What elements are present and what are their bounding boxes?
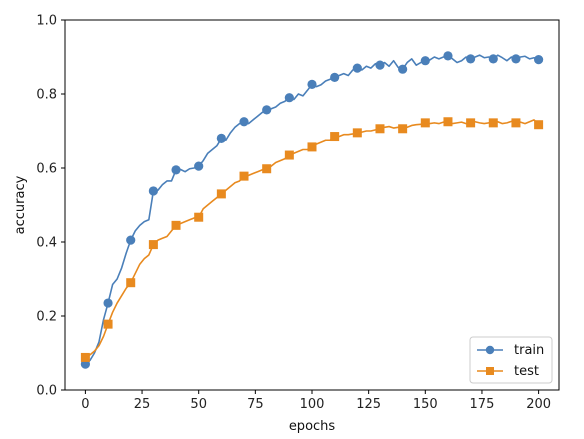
legend: train test xyxy=(469,336,553,384)
test-data-point xyxy=(103,319,113,329)
test-data-point xyxy=(262,164,272,174)
test-data-point xyxy=(352,128,362,138)
test-data-point xyxy=(420,118,430,128)
train-data-point xyxy=(194,161,204,171)
train-data-point xyxy=(216,133,226,143)
train-data-point xyxy=(511,54,521,64)
test-data-point xyxy=(239,171,249,181)
train-data-point xyxy=(262,105,272,115)
y-tick-label: 0.6 xyxy=(36,162,57,177)
x-tick-label: 50 xyxy=(190,397,207,412)
train-data-point xyxy=(375,60,385,70)
train-data-point xyxy=(488,54,498,64)
y-tick-label: 0.0 xyxy=(36,384,57,399)
x-tick-label: 200 xyxy=(526,397,551,412)
train-data-point xyxy=(307,79,317,89)
train-data-point xyxy=(239,117,249,127)
legend-test-marker xyxy=(486,367,494,375)
legend-test-label: test xyxy=(514,364,539,379)
train-data-point xyxy=(330,72,340,82)
y-tick-label: 0.4 xyxy=(36,236,57,251)
x-tick-label: 100 xyxy=(300,397,325,412)
test-data-point xyxy=(216,189,226,199)
train-data-point xyxy=(284,93,294,103)
x-tick-label: 0 xyxy=(81,397,89,412)
train-data-point xyxy=(148,186,158,196)
train-data-point xyxy=(420,56,430,66)
y-tick-label: 1.0 xyxy=(36,14,57,29)
test-data-point xyxy=(126,278,136,288)
train-data-point xyxy=(443,51,453,61)
test-data-point xyxy=(307,142,317,152)
x-tick-label: 75 xyxy=(247,397,264,412)
x-tick-label: 150 xyxy=(413,397,438,412)
legend-train-marker xyxy=(485,345,495,355)
x-tick-label: 175 xyxy=(470,397,495,412)
test-data-point xyxy=(375,124,385,134)
legend-train-label: train xyxy=(514,343,544,358)
test-data-point xyxy=(171,220,181,230)
x-tick-label: 25 xyxy=(134,397,151,412)
train-data-point xyxy=(352,63,362,73)
train-data-point xyxy=(171,165,181,175)
test-data-point xyxy=(194,212,204,222)
y-tick-label: 0.8 xyxy=(36,88,57,103)
train-data-point xyxy=(126,235,136,245)
test-data-point xyxy=(330,132,340,142)
test-data-point xyxy=(284,150,294,160)
y-tick-label: 0.2 xyxy=(36,310,57,325)
plot-area-background xyxy=(65,20,559,390)
series-markers xyxy=(80,51,544,369)
test-data-point xyxy=(80,352,90,362)
train-data-point xyxy=(534,54,544,65)
y-axis-ticks: 0.0 0.2 0.4 0.6 0.8 1.0 xyxy=(36,14,65,399)
test-data-point xyxy=(148,240,158,250)
y-axis-label: accuracy xyxy=(13,175,28,234)
test-data-point xyxy=(534,120,544,130)
test-data-point xyxy=(398,124,408,134)
x-axis-ticks: 0 25 50 75 100 125 150 175 200 xyxy=(81,390,551,412)
test-data-point xyxy=(443,117,453,127)
train-data-point xyxy=(466,54,476,64)
x-tick-label: 125 xyxy=(356,397,381,412)
train-data-point xyxy=(398,64,408,74)
test-data-point xyxy=(466,118,476,128)
test-data-point xyxy=(511,118,521,128)
x-axis-label: epochs xyxy=(289,419,336,434)
test-data-point xyxy=(488,118,498,128)
train-data-point xyxy=(103,298,113,308)
